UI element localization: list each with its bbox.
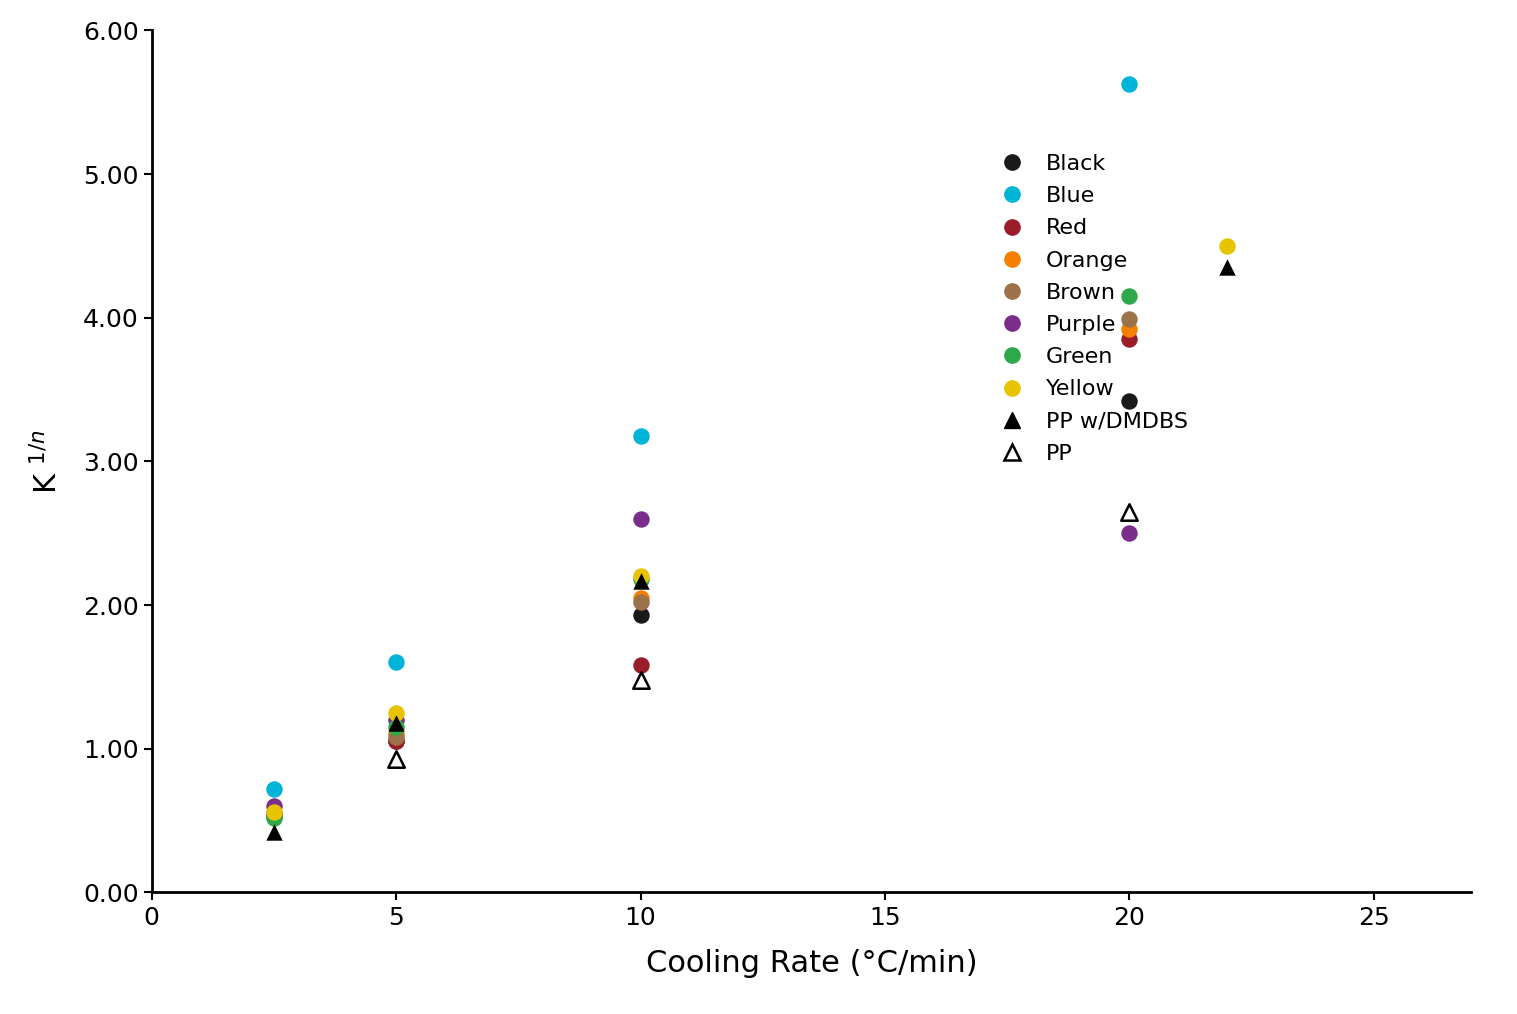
Point: [628, 607, 652, 624]
Point: [628, 568, 652, 584]
Point: [628, 671, 652, 687]
Point: [1215, 260, 1239, 276]
Point: [1117, 288, 1141, 304]
Point: [628, 594, 652, 610]
Point: [262, 781, 287, 797]
Point: [628, 657, 652, 673]
Point: [384, 712, 408, 728]
Point: [384, 733, 408, 749]
Point: [262, 805, 287, 821]
Point: [384, 750, 408, 767]
X-axis label: Cooling Rate (°C/min): Cooling Rate (°C/min): [646, 949, 977, 977]
Point: [262, 804, 287, 820]
Legend: Black, Blue, Red, Orange, Brown, Purple, Green, Yellow, PP w/DMDBS, PP: Black, Blue, Red, Orange, Brown, Purple,…: [981, 145, 1197, 473]
Point: [384, 705, 408, 721]
Point: [262, 807, 287, 823]
Point: [262, 823, 287, 840]
Point: [1117, 321, 1141, 338]
Point: [384, 726, 408, 742]
Point: [384, 654, 408, 670]
Point: [384, 729, 408, 745]
Point: [384, 715, 408, 731]
Point: [262, 809, 287, 825]
Point: [384, 733, 408, 749]
Point: [1215, 238, 1239, 255]
Point: [628, 511, 652, 527]
Point: [1117, 311, 1141, 328]
Point: [1117, 525, 1141, 541]
Point: [1117, 75, 1141, 91]
Point: [1117, 393, 1141, 410]
Point: [1117, 332, 1141, 348]
Y-axis label: K $^{1/n}$: K $^{1/n}$: [30, 429, 64, 494]
Point: [628, 590, 652, 606]
Point: [262, 798, 287, 814]
Point: [262, 808, 287, 824]
Point: [628, 428, 652, 444]
Point: [1117, 504, 1141, 520]
Point: [628, 573, 652, 589]
Point: [628, 571, 652, 587]
Point: [262, 805, 287, 821]
Point: [384, 719, 408, 735]
